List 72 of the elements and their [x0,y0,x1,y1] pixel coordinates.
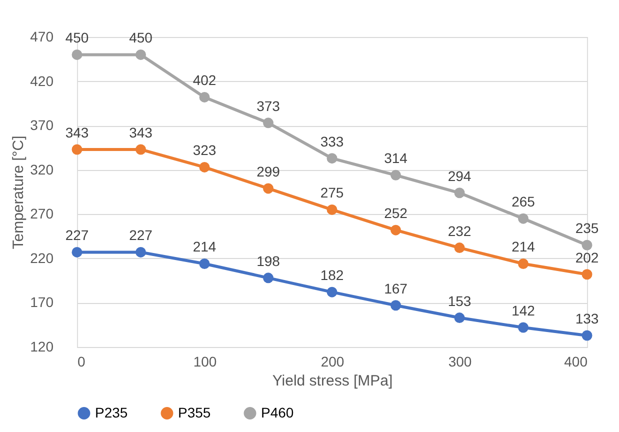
data-label: 232 [448,222,472,239]
legend-label: P355 [178,404,211,420]
y-tick-label: 420 [30,72,54,89]
x-axis-title: Yield stress [MPa] [272,372,393,390]
x-tick-label: 0 [78,354,86,370]
data-label: 167 [384,280,408,296]
legend-label: P460 [261,404,294,420]
data-label: 323 [192,142,216,158]
point [582,330,592,341]
x-tick-label: 400 [564,354,588,370]
y-tick-label: 220 [30,250,54,266]
point [326,204,338,215]
point [199,258,210,269]
data-label: 202 [575,249,599,266]
data-label: 133 [575,310,599,326]
data-label: 343 [129,124,153,140]
point [390,224,401,236]
point [263,272,274,284]
data-label: 275 [320,184,344,201]
point [136,49,146,60]
data-label: 333 [320,133,344,150]
data-label: 265 [512,194,536,210]
point [518,213,528,224]
data-label: 235 [575,220,599,236]
x-tick-label: 300 [448,354,472,370]
data-label: 299 [256,163,280,180]
data-label: 450 [65,30,89,46]
y-tick-label: 370 [30,117,54,134]
point [454,312,465,324]
data-label: 314 [384,150,408,166]
y-tick-label: 320 [30,161,54,178]
point [326,286,338,298]
point [454,188,465,198]
point [136,246,146,258]
point [518,258,528,269]
y-axis-title: Temperature [°C] [10,136,28,250]
y-tick-label: 270 [30,206,54,222]
point [72,246,82,258]
data-label: 227 [129,227,153,244]
data-label: 252 [384,205,408,222]
data-label: 182 [320,267,344,284]
point [390,300,401,311]
data-label: 142 [512,302,536,319]
point [454,242,465,254]
point [582,240,592,250]
data-label: 198 [256,252,280,269]
data-label: 214 [512,238,536,255]
data-label: 402 [192,72,216,88]
x-tick-label: 100 [193,354,217,370]
point [326,153,338,164]
point [136,144,146,155]
point [390,170,401,180]
data-label: 450 [129,30,153,46]
data-label: 343 [65,124,89,140]
point [263,183,274,194]
point [518,322,528,333]
data-label: 373 [256,98,280,114]
point [72,49,82,60]
point [199,92,210,102]
y-tick-label: 170 [30,294,54,310]
data-label: 294 [448,168,472,184]
point [72,144,82,155]
legend-label: P235 [95,404,128,420]
data-label: 153 [448,292,472,309]
data-label: 214 [192,238,216,255]
point [582,269,592,280]
y-tick-label: 120 [30,338,54,354]
point [199,162,210,172]
point [263,118,274,128]
data-label: 227 [65,227,89,244]
y-tick-label: 470 [30,28,54,44]
x-tick-label: 200 [320,354,344,370]
